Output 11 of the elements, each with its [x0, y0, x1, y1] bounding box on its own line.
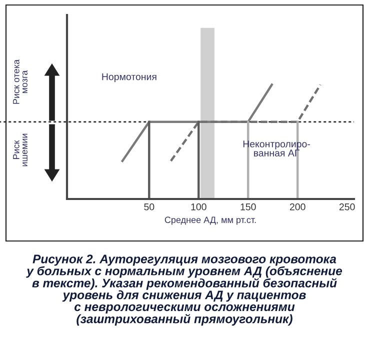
x-tick-label: 100 [191, 203, 206, 210]
x-tick-label: 150 [240, 203, 256, 210]
x-tick-label: 200 [290, 203, 306, 210]
annotation: Неконтролиро- ванная АГ [243, 140, 310, 156]
text: Риск ишемии [13, 134, 28, 166]
text: Риск отека мозга [13, 59, 28, 104]
x-tick-label: 250 [339, 203, 355, 210]
x-axis-title: Среднее АД, мм рт.ст. [164, 216, 256, 225]
x-tick-label: 50 [144, 203, 154, 210]
text: Нормотония [102, 73, 156, 82]
text: Рисунок 2. Ауторегуляция мозгового кровотока у больных с нормальным уровнем АД (объяснение в тексте). Указан рекомендованный безопасный уровень для снижения АД у пациентов с неврологическими осложнениями (заштрихованный прямоугольник) [26, 254, 342, 326]
